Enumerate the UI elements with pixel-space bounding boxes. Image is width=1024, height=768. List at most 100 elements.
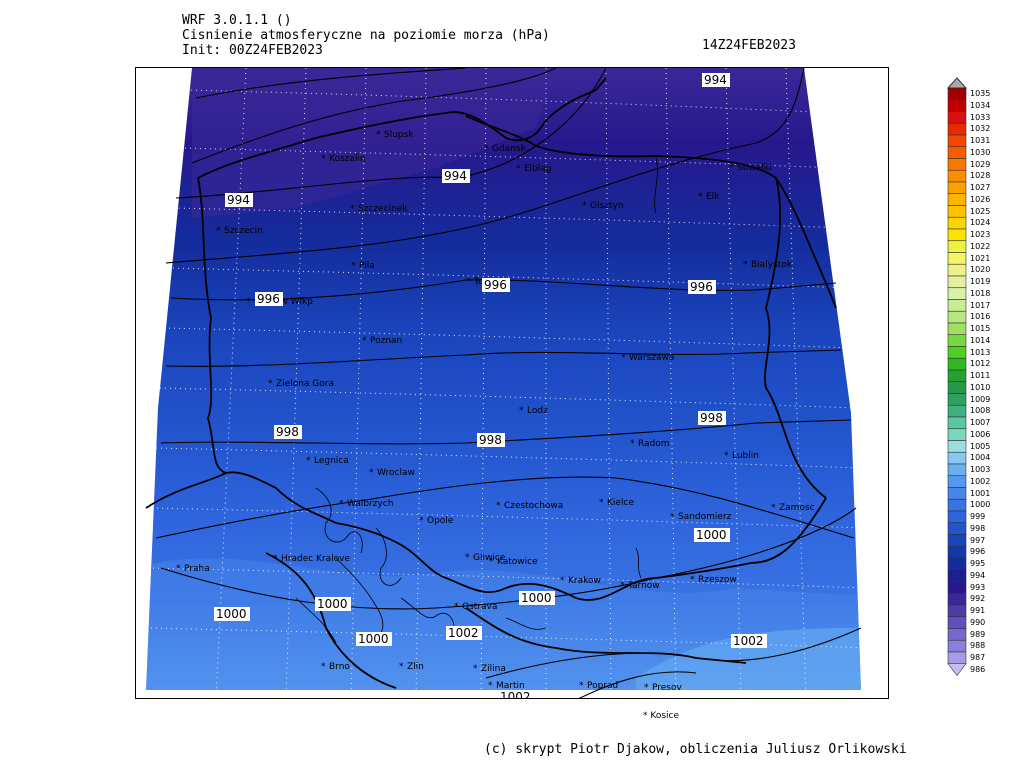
legend-swatch-1005 bbox=[947, 440, 967, 453]
city-legnica: * Legnica bbox=[306, 456, 349, 466]
city-dot: * bbox=[496, 501, 501, 511]
legend-colorbar bbox=[946, 77, 968, 676]
city-name: Brno bbox=[329, 662, 350, 672]
isobar-label-bg bbox=[446, 626, 482, 640]
legend-label-1005: 1005 bbox=[970, 441, 991, 451]
city-name: Lublin bbox=[732, 451, 759, 461]
legend-label-1002: 1002 bbox=[970, 476, 991, 486]
city-gdansk: * Gdansk bbox=[484, 144, 527, 154]
city-elk: * Elk bbox=[698, 192, 720, 202]
city-dot: * bbox=[771, 503, 776, 513]
legend-swatch-1035 bbox=[947, 87, 967, 101]
legend-swatch-1033 bbox=[947, 111, 967, 124]
legend-max-arrow bbox=[946, 77, 968, 89]
isobar-label-1002: 1002 bbox=[446, 626, 482, 640]
city-brno: * Brno bbox=[321, 662, 350, 672]
isobar-label-text: 998 bbox=[700, 411, 723, 425]
city-name: Kosice bbox=[650, 711, 680, 721]
isobar-label-bg bbox=[274, 425, 302, 439]
city-dot: * bbox=[216, 226, 221, 236]
city-poznan: * Poznan bbox=[362, 336, 402, 346]
city-dot: * bbox=[724, 451, 729, 461]
legend-swatch-1027 bbox=[947, 181, 967, 195]
city-zielona-gora: * Zielona Gora bbox=[268, 379, 334, 389]
city-praha: * Praha bbox=[176, 564, 210, 574]
isobar-label-1000: 1000 bbox=[519, 591, 555, 605]
city-gorzow-wlkp: * Gorzow Wlkp bbox=[246, 297, 313, 307]
terrain-contours bbox=[295, 157, 658, 644]
city-dot: * bbox=[690, 575, 695, 585]
city-name: Martin bbox=[496, 681, 525, 691]
city-dot: * bbox=[339, 499, 344, 509]
isobar-label-text: 998 bbox=[479, 433, 502, 447]
city-zlin: * Zlin bbox=[399, 662, 424, 672]
legend-label-1024: 1024 bbox=[970, 218, 991, 228]
isobar-label-998: 998 bbox=[698, 411, 726, 425]
init-time-text: Init: 00Z24FEB2023 bbox=[182, 43, 323, 58]
legend-label-990: 990 bbox=[970, 617, 986, 627]
legend-label-989: 989 bbox=[970, 629, 986, 639]
legend-swatch-1028 bbox=[947, 169, 967, 183]
legend-swatch-1011 bbox=[947, 369, 967, 383]
isobar-label-bg bbox=[688, 280, 716, 294]
city-name: Zlin bbox=[407, 662, 424, 672]
legend-label-1021: 1021 bbox=[970, 253, 991, 263]
city-name: Hradec Kralove bbox=[281, 554, 350, 564]
legend-swatch-1004 bbox=[947, 451, 967, 465]
legend-label-987: 987 bbox=[970, 653, 986, 662]
city-opole: * Opole bbox=[419, 516, 454, 526]
city-name: Opole bbox=[427, 516, 454, 526]
city-name: Czestochowa bbox=[504, 501, 563, 511]
legend-label-996: 996 bbox=[970, 547, 986, 557]
city-name: Katowice bbox=[497, 557, 538, 567]
legend-swatch-1016 bbox=[947, 310, 967, 324]
legend-label-1016: 1016 bbox=[970, 312, 991, 322]
legend-swatch-1015 bbox=[947, 322, 967, 336]
legend-swatch-1007 bbox=[947, 416, 967, 430]
legend-swatch-992 bbox=[947, 592, 967, 606]
legend-swatch-1008 bbox=[947, 404, 967, 418]
legend-label-995: 995 bbox=[970, 559, 986, 568]
city-dot: * bbox=[369, 468, 374, 478]
city-name: Ostrava bbox=[462, 602, 497, 612]
map-canvas: * Slupsk* Koszalin* Gdansk* Elblag * Suwalki* S… bbox=[145, 68, 872, 698]
legend-label-1008: 1008 bbox=[970, 406, 991, 416]
legend-label-993: 993 bbox=[970, 582, 986, 592]
legend-swatch-1031 bbox=[947, 134, 967, 148]
city-warszawa: * Warszawa bbox=[621, 353, 674, 363]
legend-label-1027: 1027 bbox=[970, 183, 991, 192]
city-name: Zamosc bbox=[779, 503, 815, 513]
isobar-label-1000: 1000 bbox=[694, 528, 730, 542]
legend-label-1033: 1033 bbox=[970, 112, 991, 122]
city-dot: * bbox=[273, 554, 278, 564]
isobar-label-text: 1002 bbox=[448, 626, 479, 640]
legend-label-994: 994 bbox=[970, 570, 986, 580]
isobar-label-bg bbox=[356, 632, 392, 646]
legend-label-1026: 1026 bbox=[970, 194, 991, 204]
legend-label-1031: 1031 bbox=[970, 136, 991, 145]
city-name: Gorzow Wlkp bbox=[254, 297, 313, 307]
legend-swatch-1034 bbox=[947, 99, 967, 112]
city-name: Tarnow bbox=[627, 581, 660, 591]
city-dot: * bbox=[466, 277, 471, 287]
city-name: Gdansk bbox=[492, 144, 527, 154]
isobar-label-text: 1000 bbox=[216, 607, 247, 621]
city-name: Radom bbox=[638, 439, 670, 449]
city-dot: * bbox=[454, 602, 459, 612]
city-name: Wroclaw bbox=[377, 468, 415, 478]
legend-label-1034: 1034 bbox=[970, 100, 991, 110]
legend-swatch-1023 bbox=[947, 228, 967, 242]
legend-swatch-993 bbox=[947, 581, 967, 594]
legend-label-1009: 1009 bbox=[970, 394, 991, 404]
city-dot: * bbox=[670, 512, 675, 522]
isobar-label-996: 996 bbox=[255, 292, 283, 306]
city-name: Suwalki bbox=[737, 163, 772, 173]
legend-swatch-1030 bbox=[947, 146, 967, 159]
isobar-label-996: 996 bbox=[688, 280, 716, 294]
city-dot: * bbox=[473, 664, 478, 674]
legend-swatch-1024 bbox=[947, 216, 967, 230]
legend-swatch-987 bbox=[947, 651, 967, 665]
isobar-label-bg bbox=[477, 433, 505, 447]
legend-swatch-1018 bbox=[947, 287, 967, 300]
city-name: Praha bbox=[184, 564, 210, 574]
